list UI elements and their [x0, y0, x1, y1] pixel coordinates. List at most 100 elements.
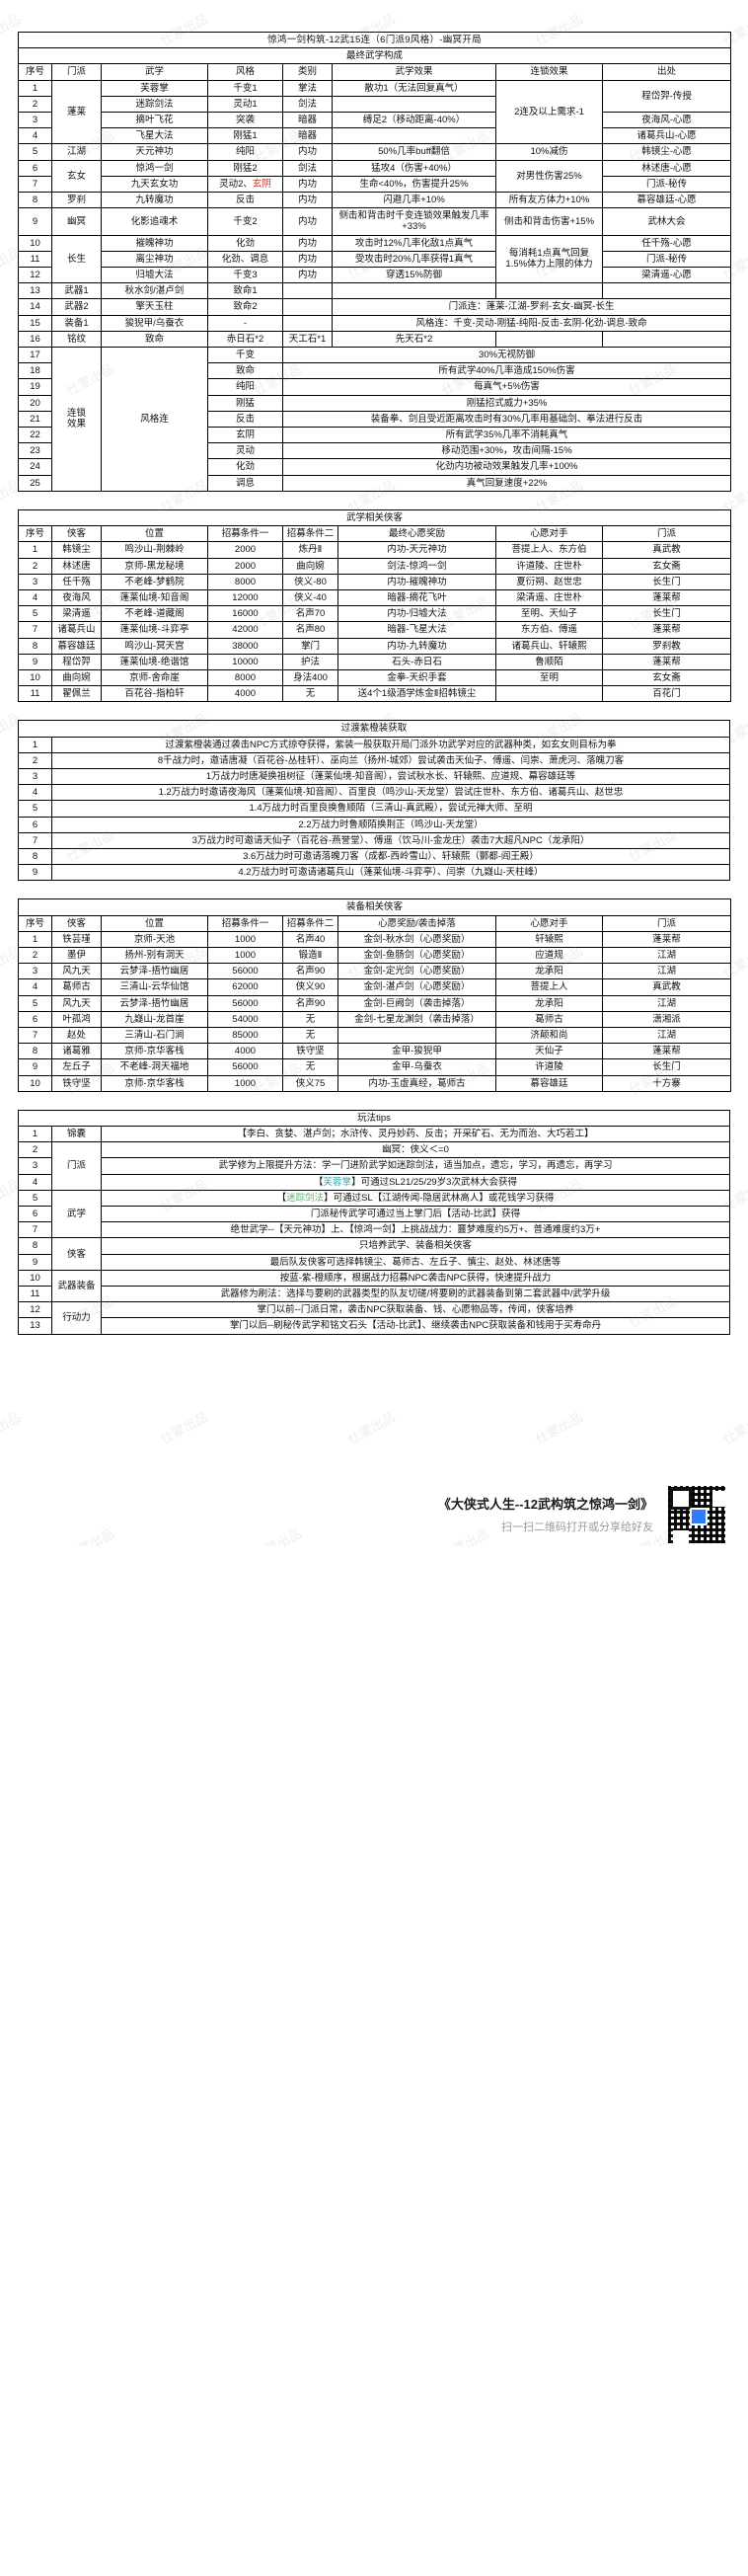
cell-no: 2: [18, 946, 52, 965]
cell-wish-reward: 金拳-天织手套: [337, 668, 496, 687]
qr-code-icon[interactable]: [665, 1482, 728, 1546]
cell-style: 调息: [207, 474, 283, 492]
cell-condition-2: 锻造Ⅱ: [282, 946, 338, 965]
section5-title-row: 玩法tips: [18, 1109, 730, 1128]
cell-style: 致命2: [207, 298, 283, 316]
cell-wish-reward: 送4个1级酒学炼金Ⅱ招韩镜尘: [337, 685, 496, 703]
cell-src: 韩镜尘-心愿: [601, 143, 732, 161]
col-header-art: 武学: [101, 63, 208, 81]
cell-condition-1: 4000: [207, 1043, 283, 1060]
cell-cat: 内功: [282, 207, 333, 236]
cell-style: 化劲、调息: [207, 250, 283, 269]
table-row: 1 铁芸瑾 京师-天池 1000 名声40 金剑-秋水剑（心愿奖励） 轩辕熙 蓬莱帮: [18, 930, 732, 948]
cell-stone3: 先天石*2: [332, 330, 496, 349]
cell-condition-1: 42000: [207, 621, 283, 639]
cell-text: 过渡紫橙装通过袭击NPC方式掠夺获得，紫装一般获取开局门派外功武学对应的武器种类…: [51, 736, 730, 753]
cell-hero: 韩镜尘: [51, 541, 102, 559]
cell-hero: 慕容雄廷: [51, 637, 102, 655]
cell-no: 5: [18, 800, 52, 818]
cell-sect: 真武教: [601, 978, 732, 996]
section1-title: 最终武学构成: [17, 47, 732, 65]
cell-condition-2: 曲向婉: [282, 557, 338, 575]
table-row: 8 侠客 只培养武学、装备相关侠客: [18, 1237, 730, 1271]
cell-no: 18: [18, 362, 52, 380]
cell-wish-rival: 慕容雄廷: [495, 1074, 603, 1092]
cell-style-chain: 风格连：千变-灵动-刚猛-纯阳-反击-玄阴-化劲-调息-致命: [331, 314, 732, 332]
cell-style: -: [207, 314, 283, 332]
cell-cat: 剑法: [282, 95, 333, 114]
cell-location: 蓬莱仙境-知音阁: [101, 588, 208, 607]
col-header-hero: 侠客: [51, 525, 102, 543]
cell-stone1: 赤日石*2: [207, 330, 283, 349]
cell-wish-reward: 暗器-摘花飞叶: [337, 588, 496, 607]
table-row: 8 诸葛雅 京师-京华客栈 4000 铁守坚 金甲-狻猊甲 天仙子 蓬莱帮: [18, 1043, 732, 1060]
cell-effect: 化劲内功被动效果触发几率+100%: [281, 458, 732, 476]
cell-no: 7: [18, 1221, 52, 1239]
cell-style: 化劲: [207, 234, 283, 252]
cell-effect: 所有武学35%几率不消耗真气: [281, 427, 732, 444]
table-row: 7 诸葛兵山 蓬莱仙境-斗弈亭 42000 名声80 暗器-飞星大法 东方伯、傅遥 蓬莱帮: [18, 621, 732, 639]
cell-text: 【芙蓉掌】可通过SL21/25/29岁3次武林大会获得: [101, 1173, 730, 1191]
cell-style: 反击: [207, 410, 283, 429]
cell-style: 纯阳: [207, 143, 283, 161]
cell-no: 14: [18, 298, 52, 316]
cell-no: 12: [18, 1301, 52, 1319]
cell-wish-reward: 剑法-惊鸿一剑: [337, 557, 496, 575]
col-header-style: 风格: [207, 63, 283, 81]
table-row: 4 葛师古 三清山-云华仙馆 62000 侠义90 金剑-湛卢剑（心愿奖励） 菩提上人 真武教: [18, 978, 732, 996]
cell-text: 门派秘传武学可通过当上掌门后【活动-比武】获得: [101, 1206, 730, 1223]
cell-style: 灵动2、玄阴: [207, 175, 283, 194]
table-row: 2 门派 幽冥：侠义＜=0: [18, 1141, 730, 1191]
cell-location: 九嶷山-龙首崖: [101, 1010, 208, 1028]
cell-sect: 长生门: [601, 605, 732, 623]
cell-effect: 闪避几率+10%: [332, 192, 496, 209]
cell-style: 化劲: [207, 458, 283, 476]
cell-wish-reward: 金甲-狻猊甲: [337, 1043, 496, 1060]
col-header-rival: 心愿对手: [495, 525, 603, 543]
cell-effect: 50%几率buff翻倍: [332, 143, 496, 161]
cell-effect: [332, 127, 496, 145]
cell-effect: 穿透15%防御: [332, 267, 496, 284]
table-row: 11 武器修为刷法：选择与要刷的武器类型的队友切磋/将要刷的武器装备到第二套武器中…: [18, 1286, 730, 1303]
cell-chain: 所有友方体力+10%: [495, 192, 603, 209]
cell-no: 2: [18, 557, 52, 575]
cell-art: 离尘神功: [101, 250, 208, 269]
cell-text: 绝世武学--【天元神功】上、【惊鸿一剑】上挑战战力：噩梦难度约5万+、普通难度约…: [101, 1221, 730, 1239]
table-row: 2 8千战力时，邀请唐凝（百花谷-丛桂轩）、巫向兰（扬州-城郊）尝试袭击天仙子、傅…: [18, 751, 730, 769]
cell-no: 1: [18, 930, 52, 948]
cell-condition-1: 54000: [207, 1010, 283, 1028]
cell-sect: 长生: [51, 234, 102, 284]
table-row: 12 行动力 掌门以前--门派日常，袭击NPC获取装备、钱、心愿物品等，传闻，侠客培…: [18, 1301, 730, 1335]
table-row: 5 梁清遥 不老峰-道藏阁 16000 名声70 内功-归墟大法 至明、天仙子 长生门: [18, 605, 732, 623]
cell-no: 8: [18, 637, 52, 655]
cell-condition-2: 铁守坚: [282, 1043, 338, 1060]
table-row: 4 【芙蓉掌】可通过SL21/25/29岁3次武林大会获得: [18, 1173, 730, 1191]
cell-location: 不老峰-洞天福地: [101, 1058, 208, 1076]
section2-header-row: 序号 侠客 位置 招募条件一 招募条件二 最终心愿奖励 心愿对手 门派: [18, 525, 732, 543]
col-header-cat: 类别: [282, 63, 333, 81]
cell-sect: 长生门: [601, 1058, 732, 1076]
cell-no: 4: [18, 127, 52, 145]
col-header-loc: 位置: [101, 525, 208, 543]
cell-no: 7: [18, 831, 52, 849]
cell-location: 三清山-云华仙馆: [101, 978, 208, 996]
cell-text: 武器修为刷法：选择与要刷的武器类型的队友切磋/将要刷的武器装备到第二套武器中/武…: [101, 1286, 730, 1303]
cell-no: 10: [18, 1269, 52, 1288]
section1-header-row: 序号 门派 武学 风格 类别 武学效果 连锁效果 出处: [18, 63, 732, 81]
cell-condition-2: 侠义90: [282, 978, 338, 996]
cell-category: 门派: [51, 1141, 102, 1191]
table-row: 12 归墟大法 千变3 内功 穿透15%防御 梁清遥-心愿: [18, 267, 732, 284]
cell-location: 不老峰-梦鹤院: [101, 573, 208, 590]
cell-hero: 夜海风: [51, 588, 102, 607]
cell-no: 15: [18, 314, 52, 332]
cell-src: 门派-秘传: [601, 250, 732, 269]
table-martial-heroes: 武学相关侠客 序号 侠客 位置 招募条件一 招募条件二 最终心愿奖励 心愿对手 …: [17, 508, 732, 703]
col-header-rival: 心愿对手: [495, 914, 603, 932]
table-row: 17 连锁 效果 风格连 千变 30%无视防御: [18, 347, 732, 492]
cell-no: 13: [18, 1317, 52, 1335]
table-row: 13 武器1 秋水剑/湛卢剑 致命1: [18, 282, 732, 300]
col-header-no: 序号: [18, 63, 52, 81]
cell-effect: 生命<40%，伤害提升25%: [332, 175, 496, 194]
spreadsheet-page: 仕蒙出品 仕蒙出品 仕蒙出品 仕蒙出品 仕蒙出品 仕蒙出品 仕蒙出品 仕蒙出品 仕蒙出品 仕蒙出品…: [0, 12, 748, 1546]
table-gear-heroes: 装备相关侠客 序号 侠客 位置 招募条件一 招募条件二 心愿奖励/袭击掉落 心愿…: [17, 898, 732, 1092]
